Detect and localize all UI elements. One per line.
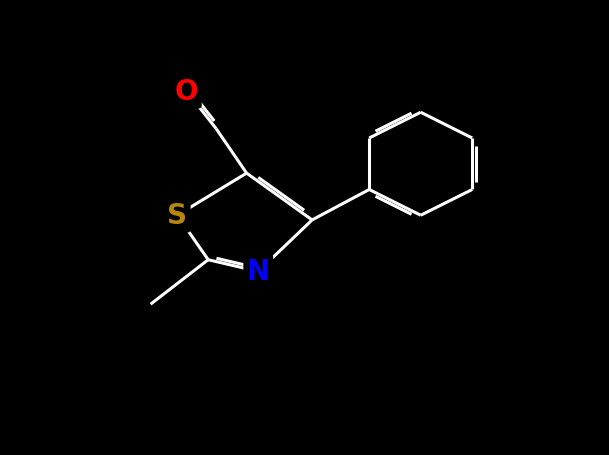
Text: O: O — [175, 78, 199, 106]
Text: N: N — [247, 258, 270, 286]
Text: S: S — [167, 202, 188, 230]
